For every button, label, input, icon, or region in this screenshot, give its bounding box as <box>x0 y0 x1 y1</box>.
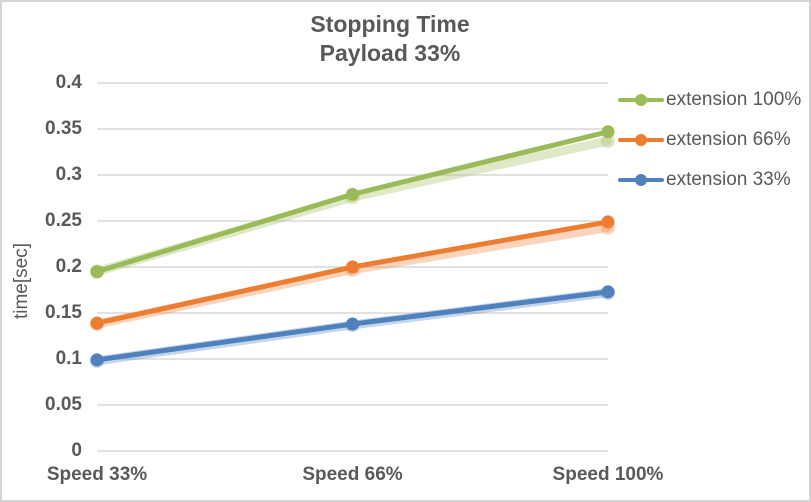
series-marker <box>90 353 104 367</box>
legend-label: extension 33% <box>666 169 791 190</box>
series-marker <box>601 125 615 139</box>
legend-item: extension 33% <box>618 169 791 191</box>
legend-line-marker-icon <box>618 89 664 111</box>
chart-title-line2: Payload 33% <box>319 40 461 66</box>
y-tick-label: 0.2 <box>55 256 82 277</box>
legend-label: extension 66% <box>666 129 791 150</box>
series-marker <box>346 260 359 274</box>
series-marker <box>90 316 104 330</box>
legend-label: extension 100% <box>666 89 802 110</box>
y-tick-label: 0.15 <box>45 302 82 323</box>
y-tick-label: 0 <box>71 440 82 461</box>
series-shadow-marker <box>600 133 616 149</box>
series-marker <box>601 215 615 229</box>
legend-line-marker-icon <box>618 169 664 191</box>
series-marker <box>601 285 615 299</box>
x-axis-label: Speed 100% <box>552 464 664 485</box>
y-tick-label: 0.1 <box>55 348 82 369</box>
series-marker <box>90 265 104 279</box>
y-tick-label: 0.05 <box>45 394 82 415</box>
series-marker <box>346 187 359 201</box>
chart-title: Stopping Time Payload 33% <box>310 10 469 68</box>
y-tick-label: 0.25 <box>45 210 82 231</box>
legend-item: extension 66% <box>618 129 791 151</box>
y-tick-label: 0.35 <box>45 118 82 139</box>
x-axis-label: Speed 33% <box>46 464 148 485</box>
series-marker <box>346 317 359 331</box>
legend-line-marker-icon <box>618 129 664 151</box>
legend-item: extension 100% <box>618 89 801 111</box>
x-axis-label: Speed 66% <box>302 464 403 485</box>
chart-title-line1: Stopping Time <box>310 11 470 37</box>
y-tick-label: 0.3 <box>55 164 82 185</box>
y-tick-label: 0.4 <box>55 72 82 93</box>
series-shadow-line <box>92 136 613 277</box>
